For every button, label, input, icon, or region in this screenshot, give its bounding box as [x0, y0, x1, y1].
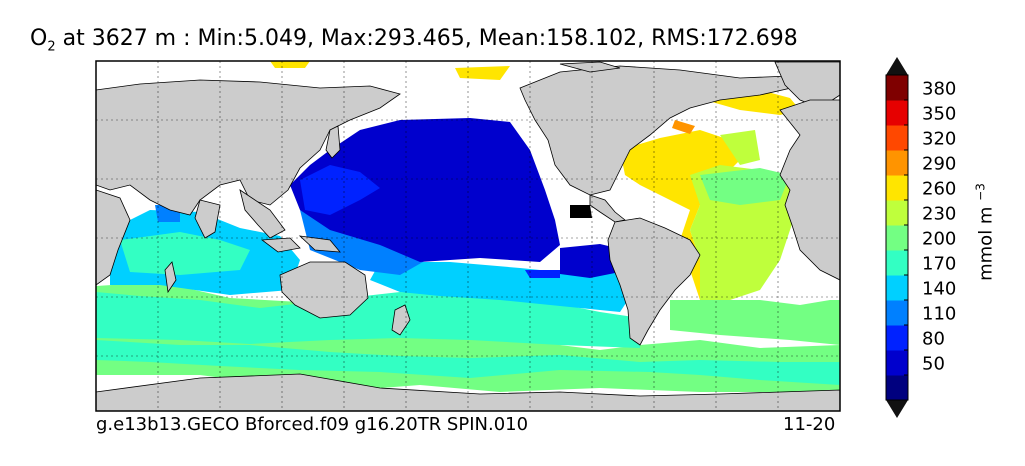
colorbar-segment	[886, 225, 908, 251]
colorbar-segment	[886, 375, 908, 401]
colorbar-units-label: mmol m −3	[973, 183, 997, 281]
colorbar-tick-label: 200	[922, 229, 956, 250]
colorbar-segment	[886, 100, 908, 126]
land-masses	[96, 61, 840, 411]
map-gridlines	[96, 61, 840, 411]
colorbar-segment	[886, 175, 908, 201]
colorbar-tick-label: 110	[922, 304, 956, 325]
colorbar-segment	[886, 350, 908, 376]
colorbar-segment	[886, 125, 908, 151]
colorbar-tick-label: 80	[922, 329, 945, 350]
colorbar-tick-label: 350	[922, 104, 956, 125]
colorbar-extend-max	[886, 57, 908, 75]
colorbar-tick-label: 170	[922, 254, 956, 275]
colorbar-tick-label: 380	[922, 79, 956, 100]
colorbar-segment	[886, 75, 908, 101]
colorbar-tick-label: 320	[922, 129, 956, 150]
map-frame	[95, 60, 841, 412]
colorbar-extend-min	[886, 400, 908, 418]
colorbar-segment	[886, 300, 908, 326]
run-id-label: g.e13b13.GECO Bforced.f09 g16.20TR SPIN.…	[96, 414, 529, 435]
colorbar-segment	[886, 200, 908, 226]
colorbar-tick-label: 290	[922, 154, 956, 175]
colorbar-tick-label: 50	[922, 354, 945, 375]
plot-title: O2 at 3627 m : Min:5.049, Max:293.465, M…	[30, 26, 798, 55]
colorbar-tick-label: 260	[922, 179, 956, 200]
colorbar-frame	[885, 74, 909, 401]
colorbar-segment	[886, 150, 908, 176]
colorbar-tick-label: 140	[922, 279, 956, 300]
colorbar-segment	[886, 275, 908, 301]
colorbar-tick-label: 230	[922, 204, 956, 225]
colorbar-segment	[886, 325, 908, 351]
colorbar: 50 80 110 140 170 200 230 260 290 320 350 380	[885, 57, 956, 418]
colorbar-segment	[886, 250, 908, 276]
date-label: 11-20	[783, 414, 836, 435]
